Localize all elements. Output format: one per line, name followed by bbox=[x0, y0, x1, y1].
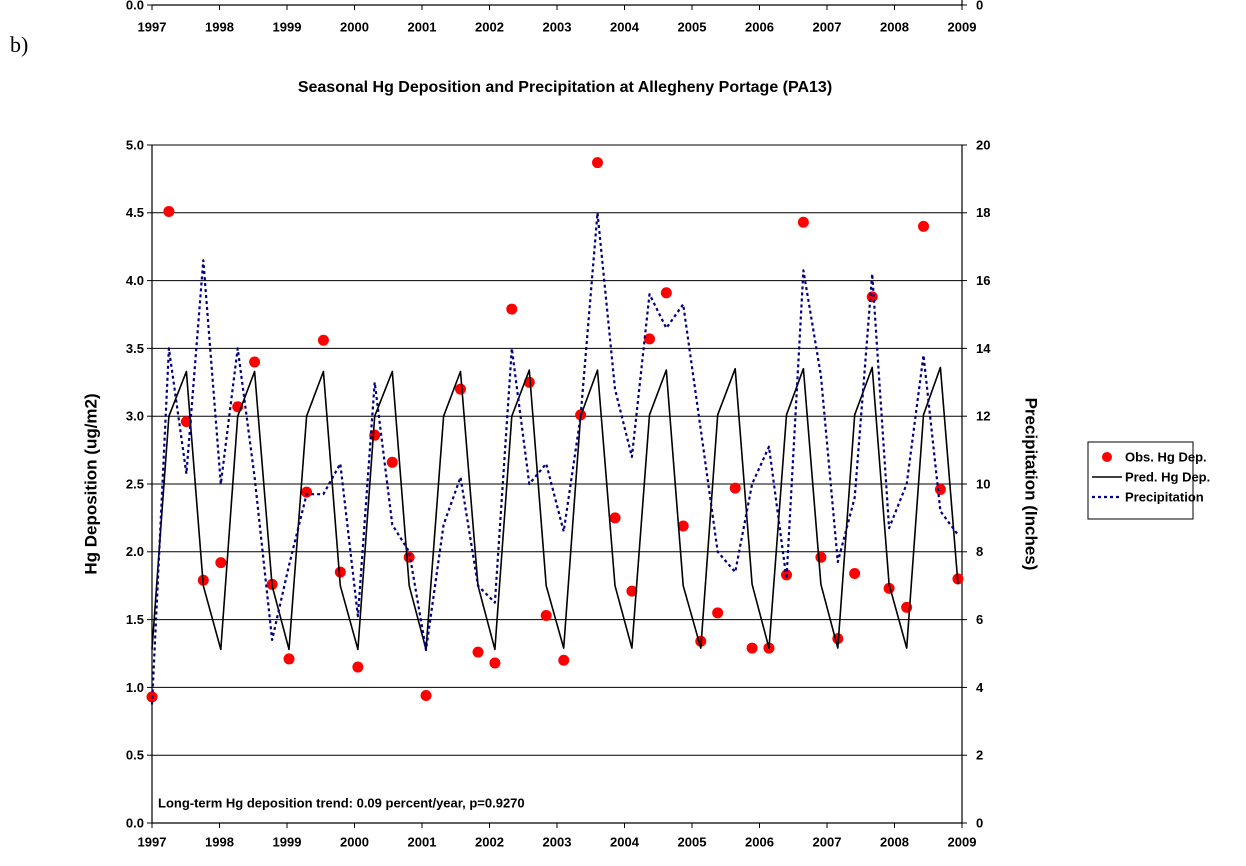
series-line bbox=[150, 211, 959, 705]
y-tick-label: 4.5 bbox=[126, 205, 144, 220]
y2-tick-label: 10 bbox=[976, 476, 990, 491]
legend-label: Precipitation bbox=[1125, 489, 1204, 504]
x-tick-label: 2007 bbox=[813, 834, 842, 849]
data-point bbox=[283, 653, 295, 665]
x-tick-label: 2003 bbox=[543, 19, 572, 34]
data-point bbox=[352, 661, 364, 673]
x-tick-label: 2000 bbox=[340, 834, 369, 849]
data-point bbox=[592, 157, 603, 169]
y2-axis-title: Precipitation (Inches) bbox=[1022, 398, 1041, 571]
legend-label: Pred. Hg Dep. bbox=[1125, 469, 1210, 484]
x-tick-label: 2001 bbox=[408, 834, 437, 849]
data-point bbox=[506, 303, 518, 315]
x-tick-label: 2002 bbox=[475, 19, 504, 34]
y2-tick-label: 6 bbox=[976, 612, 983, 627]
data-point bbox=[540, 610, 552, 622]
y2-tick-label: 8 bbox=[976, 544, 983, 559]
data-point bbox=[934, 483, 946, 495]
y-tick-label: 1.5 bbox=[126, 612, 144, 627]
y2-tick-label: 14 bbox=[976, 341, 991, 356]
data-point bbox=[643, 333, 655, 345]
y-tick-label: 3.5 bbox=[126, 341, 144, 356]
y-tick-label: 2.0 bbox=[126, 544, 144, 559]
y2-tick-label: 18 bbox=[976, 205, 990, 220]
y-tick-label: 0.5 bbox=[126, 748, 144, 763]
y2-tick-label: 4 bbox=[976, 680, 984, 695]
x-tick-label: 2006 bbox=[745, 19, 774, 34]
y2-tick-label: 16 bbox=[976, 273, 990, 288]
x-tick-label: 2008 bbox=[880, 834, 909, 849]
data-point bbox=[301, 486, 313, 498]
data-point bbox=[866, 291, 878, 303]
x-tick-label: 2004 bbox=[610, 19, 640, 34]
x-tick-label: 2003 bbox=[543, 834, 572, 849]
data-point bbox=[729, 482, 741, 494]
x-tick-label: 1998 bbox=[205, 834, 234, 849]
data-point bbox=[334, 566, 346, 578]
x-tick-label: 2008 bbox=[880, 19, 909, 34]
data-point bbox=[797, 216, 809, 228]
x-tick-label: 1999 bbox=[273, 19, 302, 34]
legend-label: Obs. Hg Dep. bbox=[1125, 449, 1207, 464]
data-point bbox=[609, 512, 621, 524]
y-tick-label: 0.0 bbox=[126, 0, 144, 12]
y-tick-label: 4.0 bbox=[126, 273, 144, 288]
y2-tick-label: 2 bbox=[976, 748, 983, 763]
data-point bbox=[558, 654, 570, 666]
x-tick-label: 1998 bbox=[205, 19, 234, 34]
x-tick-label: 2005 bbox=[678, 19, 707, 34]
y-tick-label: 3.0 bbox=[126, 409, 144, 424]
data-point bbox=[249, 356, 261, 368]
y2-tick-label: 0 bbox=[976, 0, 983, 12]
y-tick-label: 0.0 bbox=[126, 815, 144, 830]
y2-tick-label: 0 bbox=[976, 815, 983, 830]
x-tick-label: 2007 bbox=[813, 19, 842, 34]
data-point bbox=[420, 690, 432, 702]
x-tick-label: 2006 bbox=[745, 834, 774, 849]
data-point bbox=[386, 456, 398, 468]
data-point bbox=[489, 657, 501, 669]
data-point bbox=[918, 220, 930, 232]
data-point bbox=[163, 205, 175, 217]
y2-tick-label: 12 bbox=[976, 409, 990, 424]
y2-tick-label: 20 bbox=[976, 137, 990, 152]
data-point bbox=[317, 334, 329, 346]
x-tick-label: 2004 bbox=[610, 834, 640, 849]
x-tick-label: 2005 bbox=[678, 834, 707, 849]
x-tick-label: 2009 bbox=[948, 834, 977, 849]
series-line bbox=[151, 366, 959, 651]
x-tick-label: 2002 bbox=[475, 834, 504, 849]
data-point bbox=[180, 416, 192, 428]
data-point bbox=[712, 607, 724, 619]
x-tick-label: 1999 bbox=[273, 834, 302, 849]
annotation: Long-term Hg deposition trend: 0.09 perc… bbox=[158, 795, 525, 810]
data-point bbox=[677, 520, 689, 532]
data-point bbox=[454, 383, 466, 395]
data-point bbox=[626, 585, 638, 597]
y-axis-title: Hg Deposition (ug/m2) bbox=[81, 393, 100, 574]
y-tick-label: 5.0 bbox=[126, 137, 144, 152]
chart-title: Seasonal Hg Deposition and Precipitation… bbox=[298, 79, 832, 96]
data-point bbox=[746, 642, 758, 654]
data-point bbox=[523, 376, 535, 388]
data-point bbox=[472, 646, 484, 658]
x-tick-label: 2001 bbox=[408, 19, 437, 34]
x-tick-label: 1997 bbox=[138, 19, 167, 34]
panel-label: b) bbox=[10, 32, 28, 57]
y-tick-label: 1.0 bbox=[126, 680, 144, 695]
x-tick-label: 2009 bbox=[948, 19, 977, 34]
data-point bbox=[883, 582, 895, 594]
data-point bbox=[215, 557, 227, 569]
data-point bbox=[660, 287, 672, 299]
legend-marker bbox=[1102, 452, 1112, 462]
x-tick-label: 2000 bbox=[340, 19, 369, 34]
y-tick-label: 2.5 bbox=[126, 476, 144, 491]
x-tick-label: 1997 bbox=[138, 834, 167, 849]
data-point bbox=[849, 567, 861, 579]
data-point bbox=[815, 551, 827, 563]
